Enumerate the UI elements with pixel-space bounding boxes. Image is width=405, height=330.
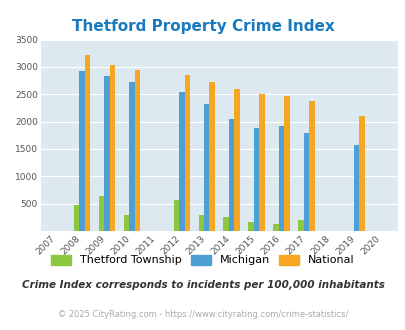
Bar xyxy=(353,145,358,231)
Bar xyxy=(173,200,179,231)
Text: Thetford Property Crime Index: Thetford Property Crime Index xyxy=(71,19,334,34)
Bar xyxy=(259,94,264,231)
Bar xyxy=(84,55,90,231)
Bar xyxy=(109,65,115,231)
Bar xyxy=(228,119,234,231)
Legend: Thetford Township, Michigan, National: Thetford Township, Michigan, National xyxy=(51,255,354,265)
Bar xyxy=(98,196,104,231)
Bar xyxy=(129,82,134,231)
Bar xyxy=(303,133,309,231)
Bar xyxy=(209,82,215,231)
Bar xyxy=(298,220,303,231)
Bar xyxy=(73,205,79,231)
Bar xyxy=(223,217,228,231)
Bar xyxy=(273,224,278,231)
Text: © 2025 CityRating.com - https://www.cityrating.com/crime-statistics/: © 2025 CityRating.com - https://www.city… xyxy=(58,310,347,319)
Bar xyxy=(104,76,109,231)
Bar xyxy=(184,75,190,231)
Bar xyxy=(123,215,129,231)
Bar xyxy=(203,104,209,231)
Text: Crime Index corresponds to incidents per 100,000 inhabitants: Crime Index corresponds to incidents per… xyxy=(21,280,384,290)
Bar xyxy=(179,92,184,231)
Bar xyxy=(284,96,289,231)
Bar xyxy=(278,126,284,231)
Bar xyxy=(79,71,84,231)
Bar xyxy=(358,115,364,231)
Bar xyxy=(309,101,314,231)
Bar xyxy=(254,128,259,231)
Bar xyxy=(248,222,254,231)
Bar xyxy=(198,215,203,231)
Bar xyxy=(234,89,239,231)
Bar xyxy=(134,70,140,231)
